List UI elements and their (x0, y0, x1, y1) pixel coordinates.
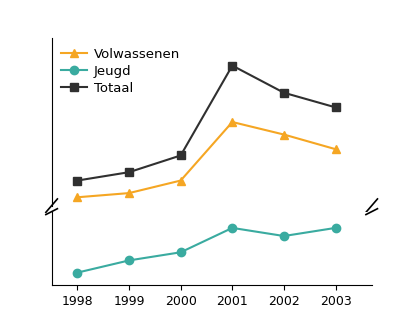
Legend: Volwassenen, Jeugd, Totaal: Volwassenen, Jeugd, Totaal (58, 45, 183, 97)
